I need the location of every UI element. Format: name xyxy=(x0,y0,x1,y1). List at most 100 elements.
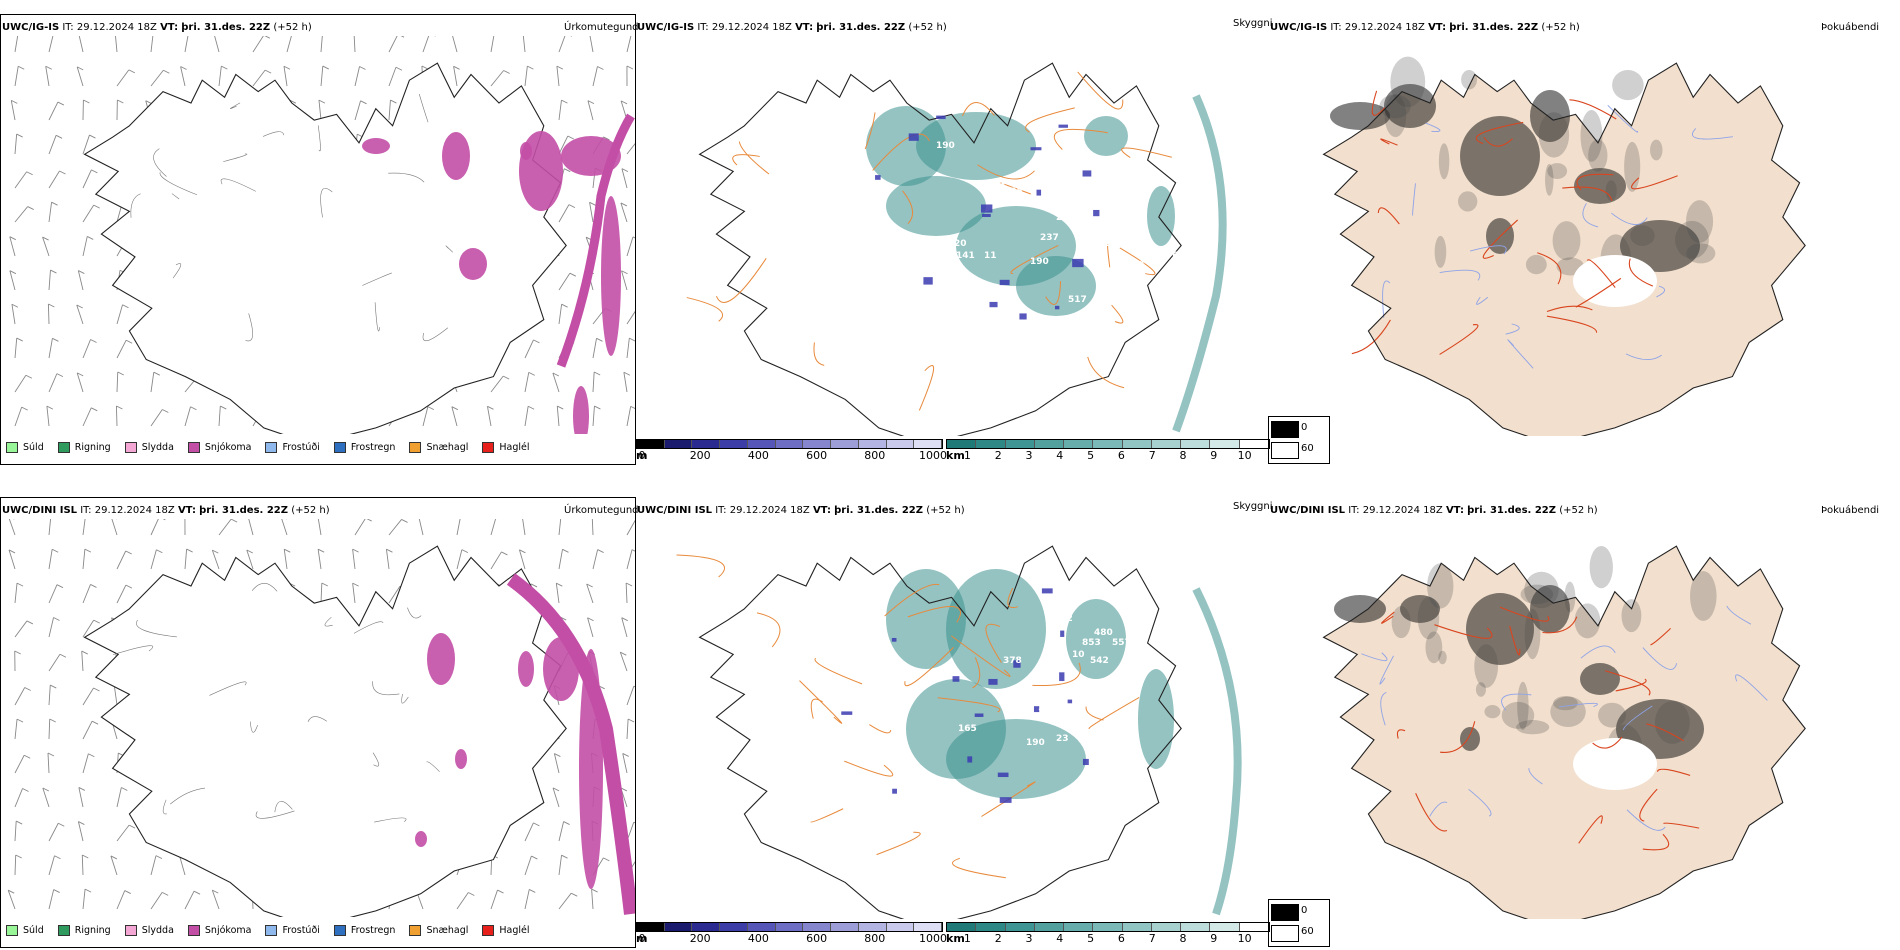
wind-barb-flag xyxy=(529,889,536,893)
wind-barb xyxy=(76,372,84,393)
ceiling-height-label: 55 xyxy=(1190,638,1203,648)
colorbar-tick-label: 5 xyxy=(1087,932,1095,945)
low-visibility-area xyxy=(866,106,946,186)
wind-barb xyxy=(626,519,635,536)
wind-barb-flag xyxy=(91,169,98,174)
wind-barb-flag xyxy=(321,582,329,587)
wind-barb xyxy=(626,36,632,53)
legend-label: Súld xyxy=(23,925,44,936)
wind-barb-flag xyxy=(629,337,635,342)
wind-barb-flag xyxy=(27,206,34,210)
wind-barb xyxy=(14,171,28,189)
road-network xyxy=(686,71,1172,411)
fog-streak xyxy=(1438,650,1447,665)
river-line xyxy=(1429,801,1448,817)
ceiling-height-label: 190 xyxy=(1026,738,1045,748)
colorbar-step xyxy=(1093,923,1123,931)
wind-barb xyxy=(283,549,288,570)
ceiling-height-label: 190 xyxy=(936,141,955,151)
wind-barb xyxy=(48,270,51,291)
wind-barb xyxy=(48,170,60,189)
wind-barb xyxy=(456,549,463,570)
low-ceiling-cell xyxy=(967,756,973,763)
fog-streak xyxy=(1458,191,1478,212)
snow-area xyxy=(455,749,467,769)
low-visibility-area xyxy=(1016,256,1096,316)
wind-barb-flag xyxy=(220,405,227,410)
wind-barb-flag xyxy=(359,66,366,70)
wind-barb-flag xyxy=(15,854,22,859)
wind-barb-flag xyxy=(59,653,67,658)
wind-barb xyxy=(116,340,127,359)
snow-area xyxy=(459,248,487,280)
wind-barb xyxy=(111,519,118,536)
colorbar-step xyxy=(886,923,915,931)
ceiling-height-label: 141 xyxy=(956,251,975,261)
low-visibility-area xyxy=(886,569,966,669)
road-line xyxy=(1121,147,1172,158)
wind-barb-flag xyxy=(78,270,85,274)
road-line xyxy=(1475,121,1524,145)
wind-barb-flag xyxy=(7,889,15,894)
legend-label: Snjókoma xyxy=(204,442,252,453)
wind-barb-flag xyxy=(82,854,89,859)
road-line xyxy=(1085,706,1104,721)
road-line xyxy=(223,153,248,162)
colorbar-tick-label: 400 xyxy=(747,932,769,945)
river-line xyxy=(1607,104,1639,133)
ceiling-height-label: 11 xyxy=(984,251,997,261)
wind-barb-flag xyxy=(563,821,570,825)
fog-streak xyxy=(1474,644,1499,688)
wind-barb-flag xyxy=(352,548,359,553)
road-line xyxy=(407,607,422,619)
colorbar-tick-label: 1000 xyxy=(919,449,947,462)
wind-barb-flag xyxy=(24,687,31,691)
wind-barb xyxy=(14,406,23,427)
wind-barb-flag xyxy=(352,582,359,587)
road-line xyxy=(317,125,321,152)
legend-label: Slydda xyxy=(141,925,174,936)
iceland-coastline xyxy=(83,62,567,434)
visibility-colorbar: km 1 2 3 4 5 6 7 8 9 10 xyxy=(946,922,1270,948)
road-line xyxy=(902,190,914,224)
wind-barb-flag xyxy=(59,170,66,175)
wind-barb-flag xyxy=(264,36,271,39)
wind-barb-flag xyxy=(633,685,635,688)
low-ceiling-cell xyxy=(1030,147,1042,151)
wind-barb xyxy=(82,753,89,774)
wind-barb xyxy=(388,586,401,604)
legend-swatch xyxy=(409,925,422,936)
colorbar-step xyxy=(637,440,665,448)
wind-barb xyxy=(184,36,189,53)
road-line xyxy=(1546,315,1598,333)
road-line xyxy=(1381,611,1395,624)
fog-streak xyxy=(1461,69,1478,90)
road-line xyxy=(1639,788,1658,822)
fog-streak xyxy=(1598,702,1626,728)
river-line xyxy=(1425,122,1441,132)
ceiling-height-label: 23 xyxy=(1104,239,1117,249)
low-ceiling-cell xyxy=(1067,699,1073,704)
fog-streak xyxy=(1379,94,1411,119)
fog-legend-swatch xyxy=(1271,442,1299,459)
wind-barb xyxy=(558,821,565,842)
wind-barb-flag xyxy=(16,718,24,723)
wind-barb xyxy=(150,519,159,536)
panel-header: UWC/IG-IS IT: 29.12.2024 18Z VT: þri. 31… xyxy=(637,22,947,33)
colorbar-step xyxy=(1064,923,1094,931)
ceiling-height-label: 165 xyxy=(958,724,977,734)
ceiling-height-label: 517 xyxy=(1068,295,1087,305)
colorbar-tick-label: 2 xyxy=(994,932,1002,945)
wind-barb xyxy=(626,549,633,570)
legend-swatch xyxy=(187,925,200,936)
river-line xyxy=(1656,285,1666,298)
wind-barb xyxy=(587,100,594,121)
terrain-lines xyxy=(130,94,454,342)
wind-barb xyxy=(490,375,504,393)
road-line xyxy=(799,680,843,724)
colorbar-step xyxy=(947,923,977,931)
wind-barb xyxy=(184,406,191,427)
wind-barb xyxy=(9,236,16,257)
fog-streak xyxy=(1524,608,1541,660)
road-line xyxy=(172,263,182,279)
